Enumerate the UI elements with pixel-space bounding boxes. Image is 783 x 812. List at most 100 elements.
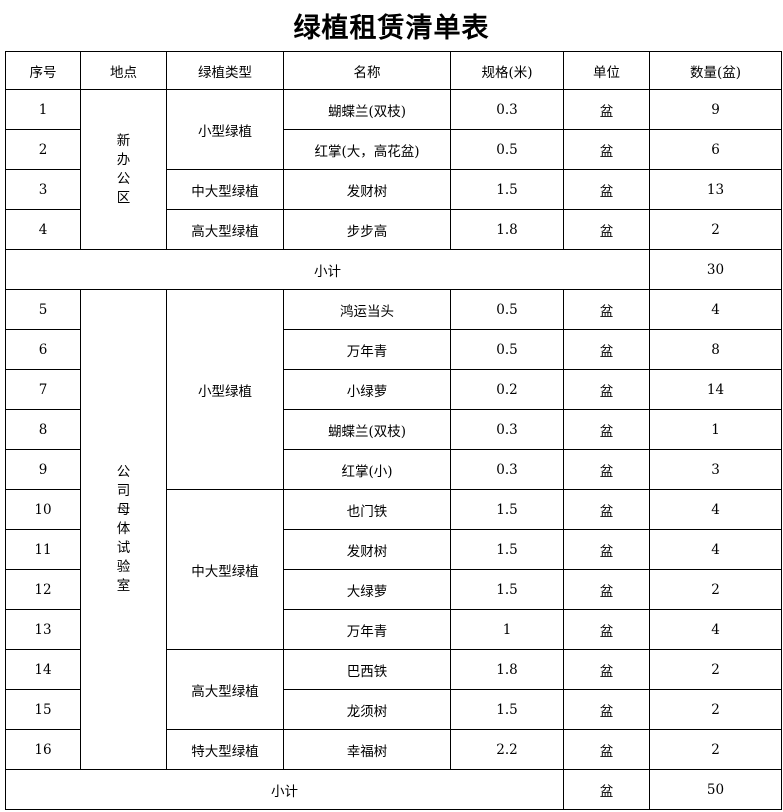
cell-no: 2 xyxy=(5,129,81,170)
cell-no: 6 xyxy=(5,329,81,370)
cell-type: 中大型绿植 xyxy=(166,169,284,210)
table-row: 6 万年青 0.5 盆 8 xyxy=(5,329,782,370)
cell-type: 高大型绿植 xyxy=(166,209,284,250)
subtotal-qty: 50 xyxy=(649,769,782,810)
location-text: 公司母体试验室 xyxy=(116,464,131,594)
cell-name: 大绿萝 xyxy=(283,569,451,610)
subtotal-label: 小计 xyxy=(5,769,564,810)
cell-unit: 盆 xyxy=(563,609,650,650)
cell-unit: 盆 xyxy=(563,489,650,530)
cell-no: 1 xyxy=(5,89,81,130)
header-unit: 单位 xyxy=(563,51,650,90)
cell-unit: 盆 xyxy=(563,729,650,770)
cell-type: 小型绿植 xyxy=(166,289,284,490)
table-row: 1 新办公区 小型绿植 蝴蝶兰(双枝) 0.3 盆 9 xyxy=(5,89,782,250)
cell-spec: 0.5 xyxy=(450,329,564,370)
cell-unit: 盆 xyxy=(563,209,650,250)
cell-spec: 1.5 xyxy=(450,689,564,730)
header-no: 序号 xyxy=(5,51,81,90)
cell-qty: 4 xyxy=(649,609,782,650)
cell-location: 新办公区 xyxy=(80,89,167,250)
cell-no: 15 xyxy=(5,689,81,730)
cell-unit: 盆 xyxy=(563,169,650,210)
cell-type: 高大型绿植 xyxy=(166,649,284,730)
cell-unit: 盆 xyxy=(563,569,650,610)
cell-unit: 盆 xyxy=(563,409,650,450)
cell-no: 4 xyxy=(5,209,81,250)
cell-spec: 0.3 xyxy=(450,409,564,450)
cell-no: 12 xyxy=(5,569,81,610)
cell-type: 小型绿植 xyxy=(166,89,284,170)
header-location: 地点 xyxy=(80,51,167,90)
cell-spec: 1.5 xyxy=(450,569,564,610)
cell-name: 蝴蝶兰(双枝) xyxy=(283,89,451,130)
cell-name: 发财树 xyxy=(283,529,451,570)
cell-no: 8 xyxy=(5,409,81,450)
cell-spec: 0.5 xyxy=(450,129,564,170)
cell-spec: 1.8 xyxy=(450,209,564,250)
header-qty: 数量(盆) xyxy=(649,51,782,90)
cell-qty: 6 xyxy=(649,129,782,170)
cell-qty: 4 xyxy=(649,529,782,570)
cell-unit: 盆 xyxy=(563,289,650,330)
cell-no: 16 xyxy=(5,729,81,770)
cell-qty: 13 xyxy=(649,169,782,210)
cell-unit: 盆 xyxy=(563,129,650,170)
table-body: 1 新办公区 小型绿植 蝴蝶兰(双枝) 0.3 盆 9 2 红掌(大，高花盆) 0.5 盆 6 3 中大型… xyxy=(5,89,782,810)
table-row: 16 特大型绿植 幸福树 2.2 盆 2 xyxy=(5,729,782,770)
cell-name: 也门铁 xyxy=(283,489,451,530)
cell-qty: 14 xyxy=(649,369,782,410)
cell-no: 7 xyxy=(5,369,81,410)
location-text: 新办公区 xyxy=(116,132,131,206)
cell-unit: 盆 xyxy=(563,449,650,490)
cell-no: 11 xyxy=(5,529,81,570)
table-row: 12 大绿萝 1.5 盆 2 xyxy=(5,569,782,610)
cell-name: 红掌(小) xyxy=(283,449,451,490)
cell-name: 万年青 xyxy=(283,329,451,370)
cell-spec: 0.3 xyxy=(450,449,564,490)
cell-spec: 1.8 xyxy=(450,649,564,690)
cell-spec: 1 xyxy=(450,609,564,650)
cell-name: 红掌(大，高花盆) xyxy=(283,129,451,170)
header-type: 绿植类型 xyxy=(166,51,284,90)
cell-qty: 2 xyxy=(649,209,782,250)
cell-qty: 9 xyxy=(649,89,782,130)
cell-spec: 0.3 xyxy=(450,89,564,130)
cell-spec: 0.5 xyxy=(450,289,564,330)
cell-no: 13 xyxy=(5,609,81,650)
cell-qty: 2 xyxy=(649,689,782,730)
table-row: 4 高大型绿植 步步高 1.8 盆 2 xyxy=(5,209,782,250)
cell-no: 14 xyxy=(5,649,81,690)
cell-spec: 1.5 xyxy=(450,489,564,530)
table-row: 9 红掌(小) 0.3 盆 3 xyxy=(5,449,782,490)
cell-unit: 盆 xyxy=(563,689,650,730)
cell-no: 3 xyxy=(5,169,81,210)
table-row: 5 公司母体试验室 小型绿植 鸿运当头 0.5 盆 4 xyxy=(5,289,782,770)
table-row: 8 蝴蝶兰(双枝) 0.3 盆 1 xyxy=(5,409,782,450)
subtotal-row: 小计盆 50 xyxy=(5,769,782,810)
cell-spec: 1.5 xyxy=(450,169,564,210)
cell-no: 10 xyxy=(5,489,81,530)
cell-qty: 2 xyxy=(649,649,782,690)
header-spec: 规格(米) xyxy=(450,51,564,90)
cell-unit: 盆 xyxy=(563,369,650,410)
cell-spec: 1.5 xyxy=(450,529,564,570)
subtotal-unit: 盆 xyxy=(563,769,650,810)
cell-unit: 盆 xyxy=(563,649,650,690)
cell-type: 中大型绿植 xyxy=(166,489,284,650)
cell-name: 幸福树 xyxy=(283,729,451,770)
cell-qty: 2 xyxy=(649,569,782,610)
cell-qty: 8 xyxy=(649,329,782,370)
plant-rental-table: 序号 地点 绿植类型 名称 规格(米) 单位 数量(盆) 1 新办公区 小型绿植 蝴蝶… xyxy=(5,51,782,810)
cell-qty: 4 xyxy=(649,289,782,330)
cell-name: 鸿运当头 xyxy=(283,289,451,330)
table-row: 14 高大型绿植 巴西铁 1.8 盆 2 xyxy=(5,649,782,730)
cell-no: 9 xyxy=(5,449,81,490)
cell-name: 蝴蝶兰(双枝) xyxy=(283,409,451,450)
table-row: 2 红掌(大，高花盆) 0.5 盆 6 xyxy=(5,129,782,170)
cell-name: 万年青 xyxy=(283,609,451,650)
page-title: 绿植租赁清单表 xyxy=(293,13,490,44)
subtotal-qty: 30 xyxy=(649,249,782,290)
cell-qty: 2 xyxy=(649,729,782,770)
cell-name: 步步高 xyxy=(283,209,451,250)
